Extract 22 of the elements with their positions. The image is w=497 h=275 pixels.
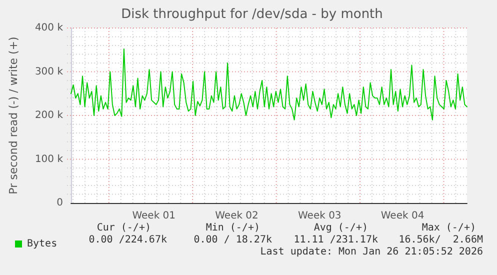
text: Min (-/+) <box>206 222 260 234</box>
y-tick-label: 100 k <box>34 154 64 165</box>
legend-label: Bytes <box>27 238 58 250</box>
text: Cur (-/+) <box>96 222 151 234</box>
text: 0.00 /224.67k <box>88 234 167 246</box>
text: Max (-/+) <box>422 222 476 234</box>
chart-title: Disk throughput for /dev/sda - by month <box>121 7 383 22</box>
y-tick-label: 300 k <box>34 66 64 78</box>
text: 16.56k/ 2.66M <box>398 234 483 246</box>
text: 0.00 / 18.27k <box>194 234 272 246</box>
y-tick-label: 200 k <box>34 110 64 121</box>
text: Avg (-/+) <box>314 222 368 234</box>
x-tick-label: Week 03 <box>298 210 342 222</box>
y-axis-title: Pr second read (-) / write (+) <box>7 36 20 194</box>
line-series <box>70 48 468 120</box>
y-tick-label: 400 k <box>34 22 64 34</box>
x-tick-label: Week 04 <box>380 210 424 222</box>
y-tick-label: 0 <box>56 198 63 208</box>
x-tick-label: Week 02 <box>215 210 258 222</box>
text: 11.11 /231.17k <box>294 234 378 246</box>
text: Last update: Mon Jan 26 21:05:52 2026 <box>260 246 483 258</box>
x-tick-label: Week 01 <box>132 210 176 222</box>
